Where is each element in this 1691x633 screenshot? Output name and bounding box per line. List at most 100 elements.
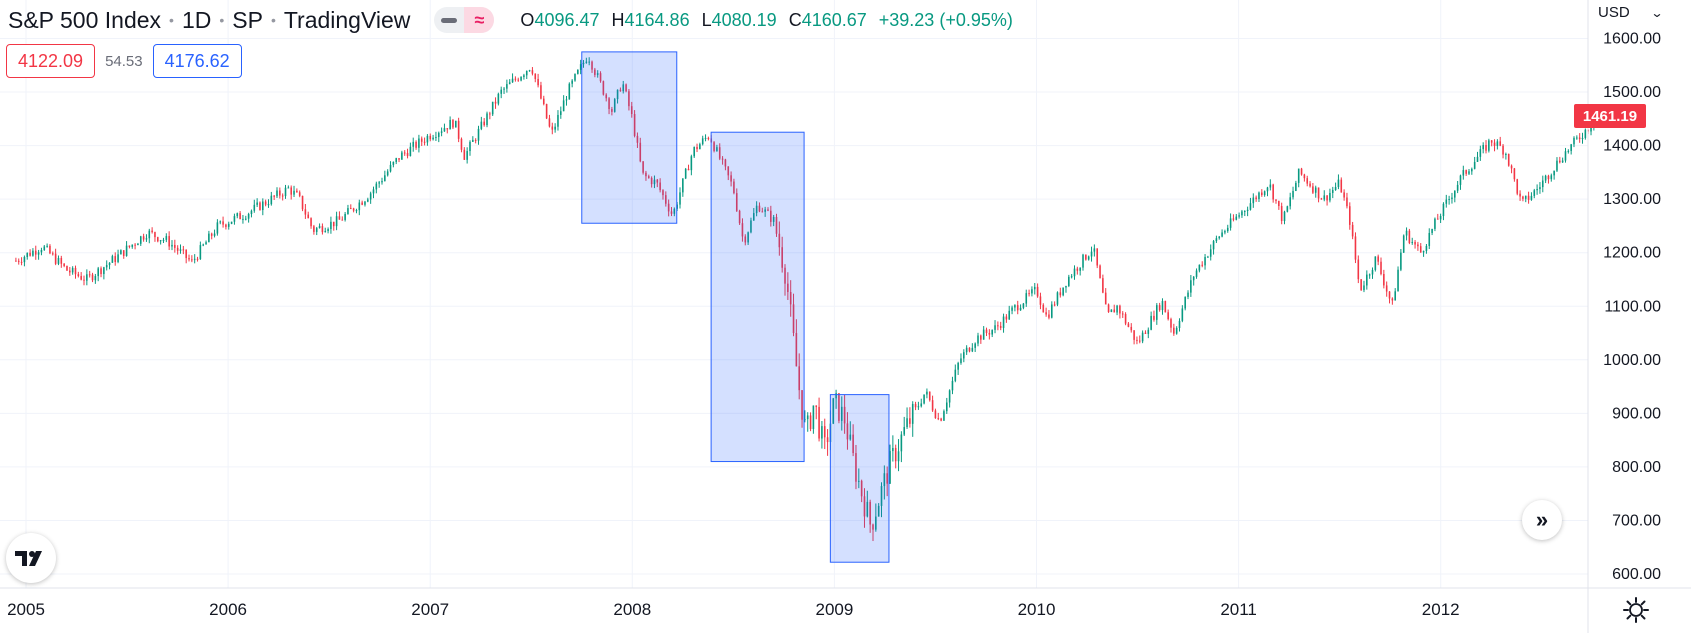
candle-body-down <box>100 268 102 275</box>
candle-body-up <box>256 202 258 205</box>
candle-body-down <box>647 176 650 178</box>
candle-body-up <box>883 473 886 487</box>
close-value: C4160.67 <box>788 9 867 30</box>
candle-body-down <box>352 208 355 211</box>
candle-body-up <box>1337 179 1340 188</box>
candle-body-up <box>523 75 525 78</box>
interval-label[interactable]: 1D <box>181 6 212 33</box>
symbol-title[interactable]: S&P 500 Index <box>8 6 162 33</box>
candle-body-up <box>1422 250 1425 253</box>
candle-body-up <box>1090 251 1093 257</box>
candle-body-down <box>860 480 863 497</box>
candle-body-up <box>508 82 511 85</box>
candle-body-up <box>900 434 903 452</box>
candle-body-up <box>1019 307 1022 311</box>
sell-button[interactable]: 4122.09 <box>6 44 96 78</box>
candle-body-up <box>1584 129 1587 138</box>
candle-body-down <box>1164 301 1167 313</box>
candle-body-down <box>744 236 747 243</box>
time-tick-label: 2011 <box>1220 600 1257 619</box>
highlight-rectangle[interactable] <box>710 131 805 463</box>
candle-body-down <box>222 221 224 225</box>
candle-body-down <box>1578 137 1581 140</box>
tradingview-logo-icon[interactable] <box>6 533 56 583</box>
candle-body-down <box>1127 323 1130 327</box>
buy-button[interactable]: 4176.62 <box>152 44 242 78</box>
candle-body-down <box>1559 160 1561 163</box>
candle-body-down <box>1096 248 1099 266</box>
highlight-rectangle[interactable] <box>829 394 890 563</box>
candle-body-down <box>798 366 801 391</box>
candle-body-down <box>988 332 991 335</box>
candle-body-up <box>582 62 585 65</box>
gear-icon[interactable] <box>1622 596 1650 624</box>
candle-body-up <box>1573 137 1575 145</box>
candle-body-down <box>1357 259 1360 280</box>
currency-selector[interactable]: USD ⌄ <box>1598 4 1664 21</box>
candle-body-up <box>1451 197 1453 200</box>
candle-body-down <box>599 73 602 82</box>
candle-body-up <box>1068 276 1070 286</box>
candle-body-up <box>386 171 389 176</box>
candle-body-down <box>210 233 213 236</box>
candle-body-down <box>784 267 786 284</box>
candle-body-up <box>1181 308 1184 321</box>
candle-body-up <box>1073 268 1076 277</box>
candle-body-up <box>1147 329 1150 334</box>
candle-body-up <box>270 195 273 205</box>
candle-body-down <box>1354 236 1357 260</box>
candle-body-up <box>389 164 392 172</box>
candlestick-series <box>15 57 1604 542</box>
candle-body-up <box>1329 192 1331 201</box>
highlight-rectangles[interactable] <box>581 51 890 563</box>
candle-body-down <box>403 152 406 154</box>
candle-body-down <box>1303 174 1306 179</box>
highlight-rectangle[interactable] <box>581 51 678 224</box>
candle-body-up <box>1496 141 1499 146</box>
candle-body-down <box>809 415 812 430</box>
high-value: H4164.86 <box>611 9 690 30</box>
price-tick-label: 900.00 <box>1612 405 1661 422</box>
candle-body-up <box>253 204 256 211</box>
minimize-icon[interactable] <box>434 7 464 33</box>
candle-body-down <box>843 406 846 424</box>
price-tick-label: 1000.00 <box>1603 352 1661 369</box>
candle-body-down <box>778 233 781 248</box>
currency-label[interactable]: USD <box>1598 4 1630 21</box>
chevron-down-icon[interactable]: ⌄ <box>1650 5 1664 20</box>
candle-body-down <box>1502 145 1504 155</box>
candle-body-down <box>1138 340 1141 342</box>
candle-body-up <box>752 213 755 221</box>
candle-body-down <box>1340 179 1343 193</box>
candle-body-up <box>111 256 114 263</box>
separator-dot: • <box>219 12 225 28</box>
candle-body-down <box>142 236 145 240</box>
candle-body-down <box>1045 312 1047 315</box>
candle-body-up <box>372 189 375 194</box>
candle-body-up <box>418 138 420 148</box>
candle-body-up <box>1445 199 1448 204</box>
candle-body-down <box>1516 179 1519 194</box>
candle-body-down <box>687 168 690 171</box>
candle-body-down <box>659 182 661 191</box>
candle-body-down <box>423 141 426 143</box>
candle-body-up <box>875 516 877 530</box>
candle-body-down <box>69 270 71 273</box>
candle-body-up <box>1286 206 1289 212</box>
candle-body-up <box>693 146 695 157</box>
candle-body-up <box>877 505 880 517</box>
candle-body-up <box>435 137 437 139</box>
candle-body-up <box>1082 254 1084 268</box>
candle-body-up <box>267 204 270 206</box>
wave-icon[interactable]: ≈ <box>464 7 495 33</box>
candle-body-down <box>1048 314 1050 318</box>
candle-body-down <box>239 213 241 220</box>
candle-body-up <box>1488 140 1490 151</box>
candle-body-up <box>963 352 965 359</box>
legend-toggle[interactable]: ≈ <box>434 7 495 33</box>
candle-body-down <box>789 292 792 305</box>
candle-body-down <box>398 158 400 160</box>
chevron-double-right-icon[interactable]: » <box>1522 500 1562 540</box>
